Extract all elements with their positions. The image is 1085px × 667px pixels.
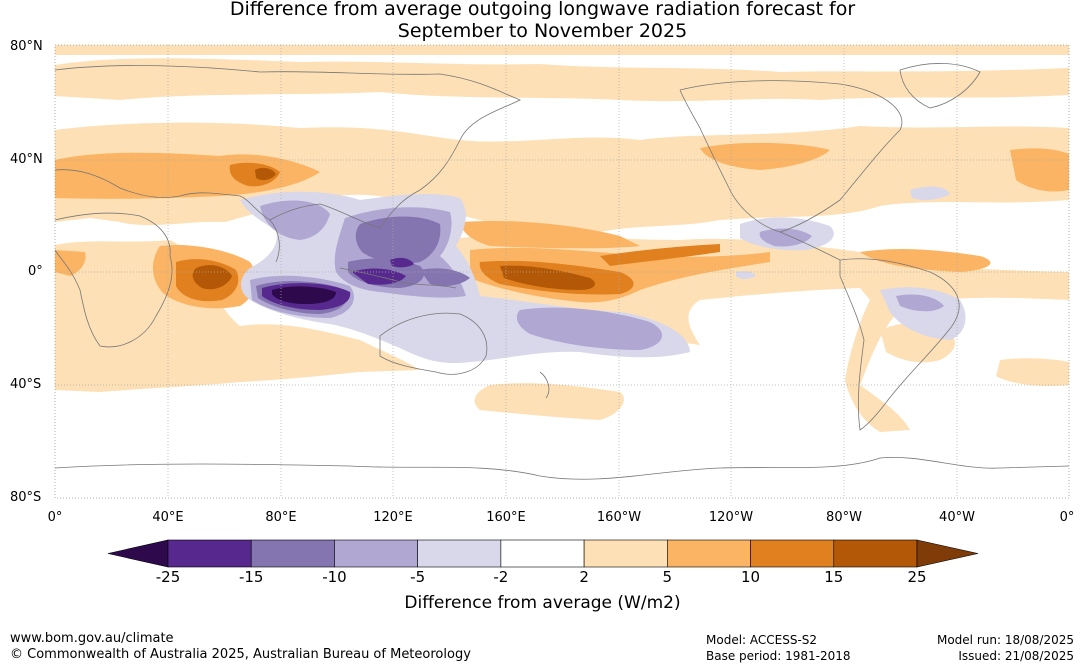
lat-label-40n: 40°N [10,152,43,167]
colorbar-tick-label: -10 [322,568,347,586]
colorbar-segment [833,539,918,568]
model-name: Model: ACCESS-S2 [706,633,818,647]
colorbar-segment [417,539,502,568]
map-title-line-2: September to November 2025 [397,20,688,42]
lat-label-40s: 40°S [10,377,42,392]
colorbar-tick-label: 10 [741,568,761,586]
lon-label-40w: 40°W [939,510,975,525]
lon-label-0: 0° [47,510,63,525]
footer-copyright: © Commonwealth of Australia 2025, Austra… [10,647,471,662]
issued-date: Issued: 21/08/2025 [958,649,1074,663]
coastlines [55,63,1069,480]
lat-label-80s: 80°S [10,490,42,505]
colorbar-tick-label: 25 [907,568,927,586]
lat-label-80n: 80°N [10,39,43,54]
colorbar-extend-high [916,539,979,568]
anomaly-fill-5-to-10 [55,142,1069,309]
lon-label-40e: 40°E [152,510,184,525]
colorbar-tick-label: 2 [579,568,589,586]
map-frame [54,44,1070,499]
lon-label-120e: 120°E [373,510,413,525]
colorbar-tick-label: -5 [410,568,426,586]
colorbar-segment [750,539,835,568]
lon-label-160e: 160°E [486,510,526,525]
lon-label-80w: 80°W [826,510,862,525]
lat-label-0: 0° [28,264,43,279]
lon-label-120w: 120°W [708,510,754,525]
colorbar-tick-label: 5 [662,568,673,586]
map-title-line-1: Difference from average outgoing longwav… [229,0,856,20]
colorbar-segment [334,539,418,568]
anomaly-fill-below-minus-25 [272,286,336,304]
lon-label-0-east: 0° [1059,510,1075,525]
colorbar-segment [250,539,335,568]
colorbar-tick-label: 15 [824,568,844,586]
colorbar-tick-label: -25 [155,568,181,586]
colorbar-segment [500,539,585,568]
colorbar [107,539,979,568]
lon-label-80e: 80°E [265,510,297,525]
base-period: Base period: 1981-2018 [706,649,851,663]
colorbar-tick-label: -15 [238,568,264,586]
colorbar-label: Difference from average (W/m2) [404,593,681,613]
model-run-date: Model run: 18/08/2025 [936,633,1074,647]
colorbar-extend-low [107,539,169,568]
graticule [55,45,1069,498]
colorbar-segment [167,539,252,568]
lon-label-160w: 160°W [596,510,642,525]
colorbar-segment [667,539,751,568]
footer-url: www.bom.gov.au/climate [10,631,174,646]
colorbar-tick-label: -2 [493,568,509,586]
colorbar-segment [583,539,668,568]
